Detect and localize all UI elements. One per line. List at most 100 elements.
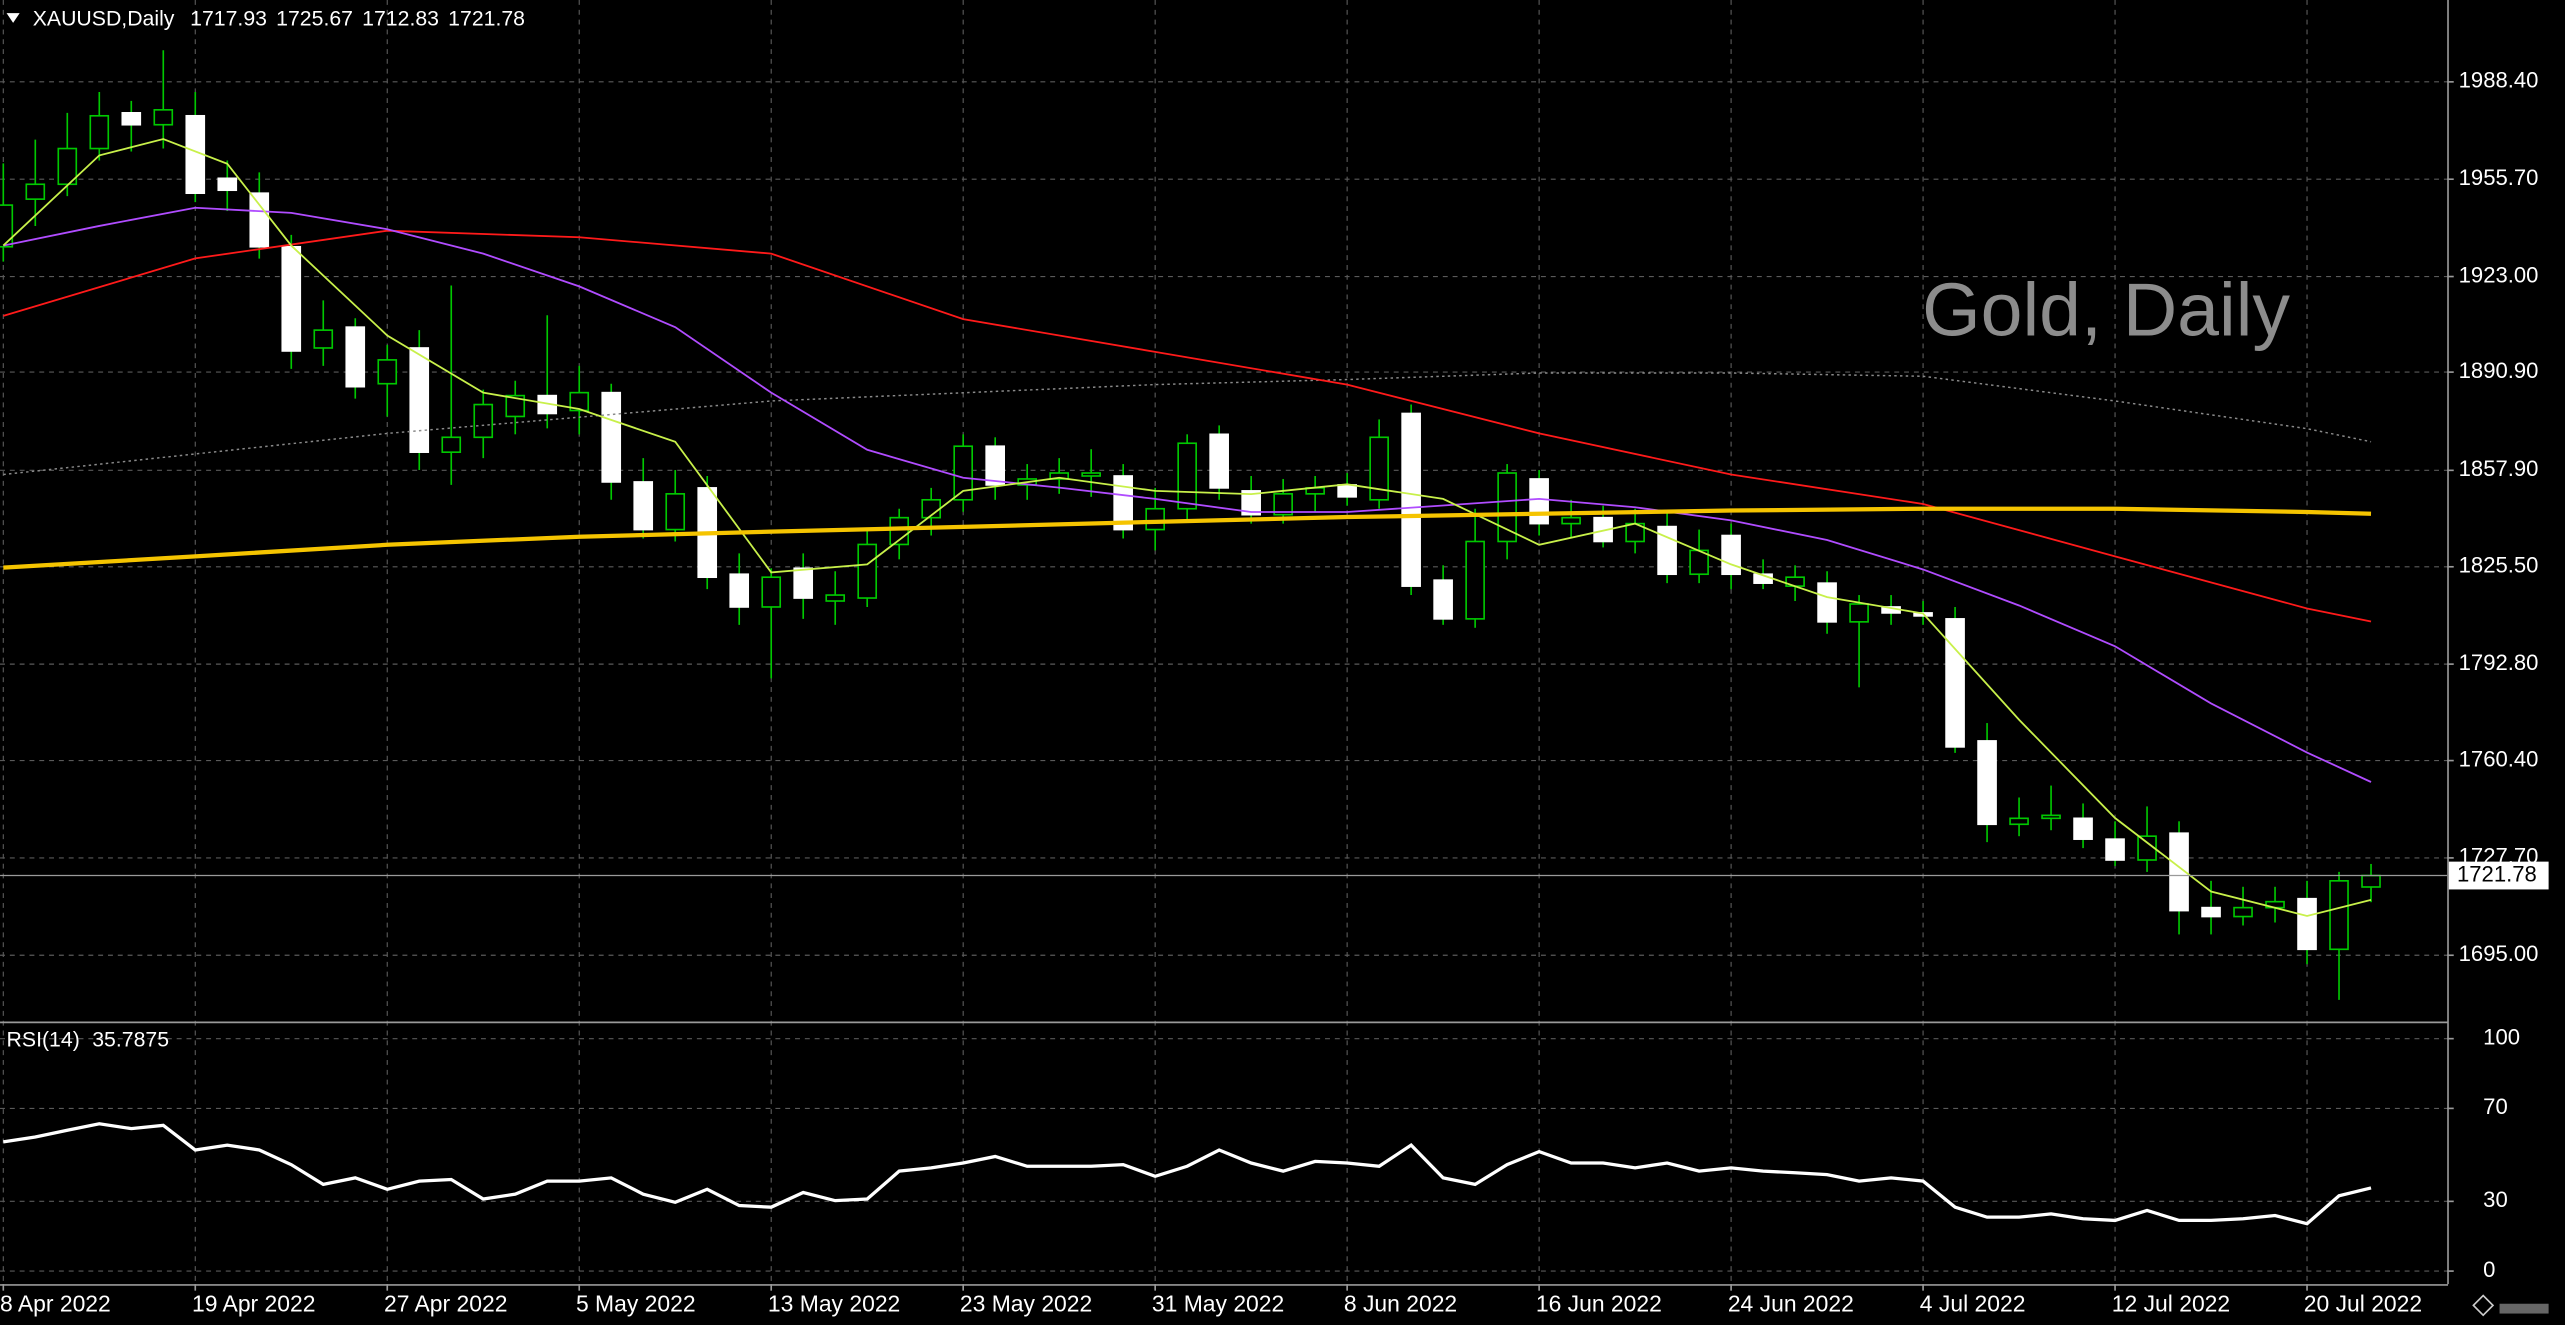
- candle-body: [0, 204, 14, 248]
- price-pane: [0, 50, 2448, 1000]
- y-tick-label: 70: [2483, 1094, 2508, 1119]
- moving-average: [3, 372, 2372, 476]
- x-tick-label: 16 Jun 2022: [1536, 1290, 1662, 1316]
- current-price-box: [2448, 861, 2549, 890]
- x-tick-label: 23 May 2022: [960, 1290, 1092, 1316]
- x-tick-label: 12 Jul 2022: [2112, 1290, 2230, 1316]
- candle-body: [793, 567, 814, 599]
- x-tick-label: 8 Jun 2022: [1344, 1290, 1457, 1316]
- candle-body: [2041, 814, 2061, 820]
- candle-body: [633, 481, 654, 531]
- candle-body: [601, 391, 622, 483]
- candle-body: [2297, 897, 2317, 951]
- candle-body: [505, 394, 526, 418]
- candle-body: [25, 183, 46, 200]
- candle-body: [473, 403, 494, 439]
- rsi-title: RSI(14): [7, 1027, 80, 1051]
- y-tick-label: 30: [2483, 1187, 2508, 1212]
- y-tick-label: 100: [2483, 1024, 2520, 1049]
- candle-body: [441, 436, 462, 453]
- candle-body: [2073, 817, 2093, 840]
- candle-body: [1433, 579, 1453, 620]
- candle-body: [1177, 442, 1197, 510]
- candle-body: [249, 192, 270, 248]
- logo: [2472, 1294, 2549, 1317]
- menu-arrow[interactable]: [6, 13, 20, 23]
- candle-body: [1049, 472, 1069, 480]
- x-tick-label: 13 May 2022: [768, 1290, 900, 1316]
- rsi-pane: [3, 1122, 2372, 1226]
- last-high: 1725.67: [276, 6, 353, 30]
- x-tick-label: 5 May 2022: [576, 1290, 696, 1316]
- candle-body: [953, 445, 974, 501]
- candle-body: [2137, 835, 2157, 861]
- candle-body: [377, 359, 398, 385]
- candle-body: [281, 245, 302, 352]
- y-tick-label: 1792.80: [2459, 650, 2539, 675]
- candle-body: [665, 493, 686, 531]
- x-tick-label: 24 Jun 2022: [1728, 1290, 1854, 1316]
- y-tick-label: 1988.40: [2459, 68, 2539, 93]
- candle-body: [1113, 475, 1133, 531]
- rsi-header: RSI(14) 35.7875: [7, 1027, 169, 1051]
- candle-body: [313, 329, 334, 349]
- x-tick-label: 8 Apr 2022: [0, 1290, 111, 1316]
- y-tick-label: 1695.00: [2459, 941, 2539, 966]
- candle-body: [985, 445, 1006, 486]
- candle-body: [1529, 478, 1549, 525]
- y-tick-label: 1825.50: [2459, 553, 2539, 578]
- rsi-last-value: 35.7875: [92, 1027, 169, 1051]
- candle-body: [1241, 490, 1261, 516]
- y-tick-label: 1857.90: [2459, 456, 2539, 481]
- last-open: 1717.93: [190, 6, 267, 30]
- candle-body: [217, 177, 238, 192]
- candle-body: [1273, 493, 1293, 516]
- candle-body: [89, 114, 110, 150]
- candle-body: [153, 109, 174, 126]
- candle-body: [121, 112, 142, 126]
- candle-body: [1849, 603, 1869, 623]
- candle-body: [1497, 472, 1517, 543]
- candle-body: [1337, 484, 1357, 498]
- x-tick-label: 20 Jul 2022: [2304, 1290, 2422, 1316]
- watermark: Gold, Daily: [1922, 268, 2290, 352]
- candle-body: [409, 347, 430, 453]
- last-close: 1721.78: [448, 6, 525, 30]
- moving-average: [3, 206, 2372, 783]
- candle-body: [1209, 433, 1229, 489]
- candle-body: [1401, 412, 1421, 587]
- moving-average: [2, 138, 2372, 917]
- candle-body: [857, 543, 878, 599]
- candle-body: [1561, 516, 1581, 525]
- candle-body: [1977, 740, 1997, 826]
- candle-body: [1369, 436, 1389, 501]
- candle-body: [2105, 838, 2125, 861]
- candle-body: [1817, 582, 1837, 623]
- rsi-line: [3, 1122, 2372, 1226]
- candle-body: [729, 573, 750, 608]
- candle-body: [2233, 906, 2253, 918]
- candle-body: [2169, 832, 2189, 912]
- candle-body: [2009, 817, 2029, 826]
- candle-body: [345, 326, 366, 388]
- x-tick-label: 27 Apr 2022: [384, 1290, 507, 1316]
- candle-body: [2201, 906, 2221, 918]
- candle-body: [1081, 472, 1101, 477]
- y-tick-label: 1955.70: [2459, 165, 2539, 190]
- candle-body: [569, 391, 590, 412]
- current-price-label: 1721.78: [2457, 861, 2537, 886]
- candle-body: [1945, 618, 1965, 748]
- y-tick-label: 1923.00: [2459, 262, 2539, 287]
- grid: [0, 0, 2448, 1285]
- x-tick-label: 4 Jul 2022: [1920, 1290, 2026, 1316]
- candle-body: [889, 516, 910, 546]
- moving-average: [3, 229, 2372, 623]
- candle-body: [1465, 540, 1485, 620]
- symbol: XAUUSD,Daily: [33, 6, 175, 30]
- y-tick-label: 1760.40: [2459, 746, 2539, 771]
- candle-body: [2329, 880, 2349, 951]
- candle-body: [2361, 874, 2381, 888]
- candle-body: [1145, 507, 1165, 531]
